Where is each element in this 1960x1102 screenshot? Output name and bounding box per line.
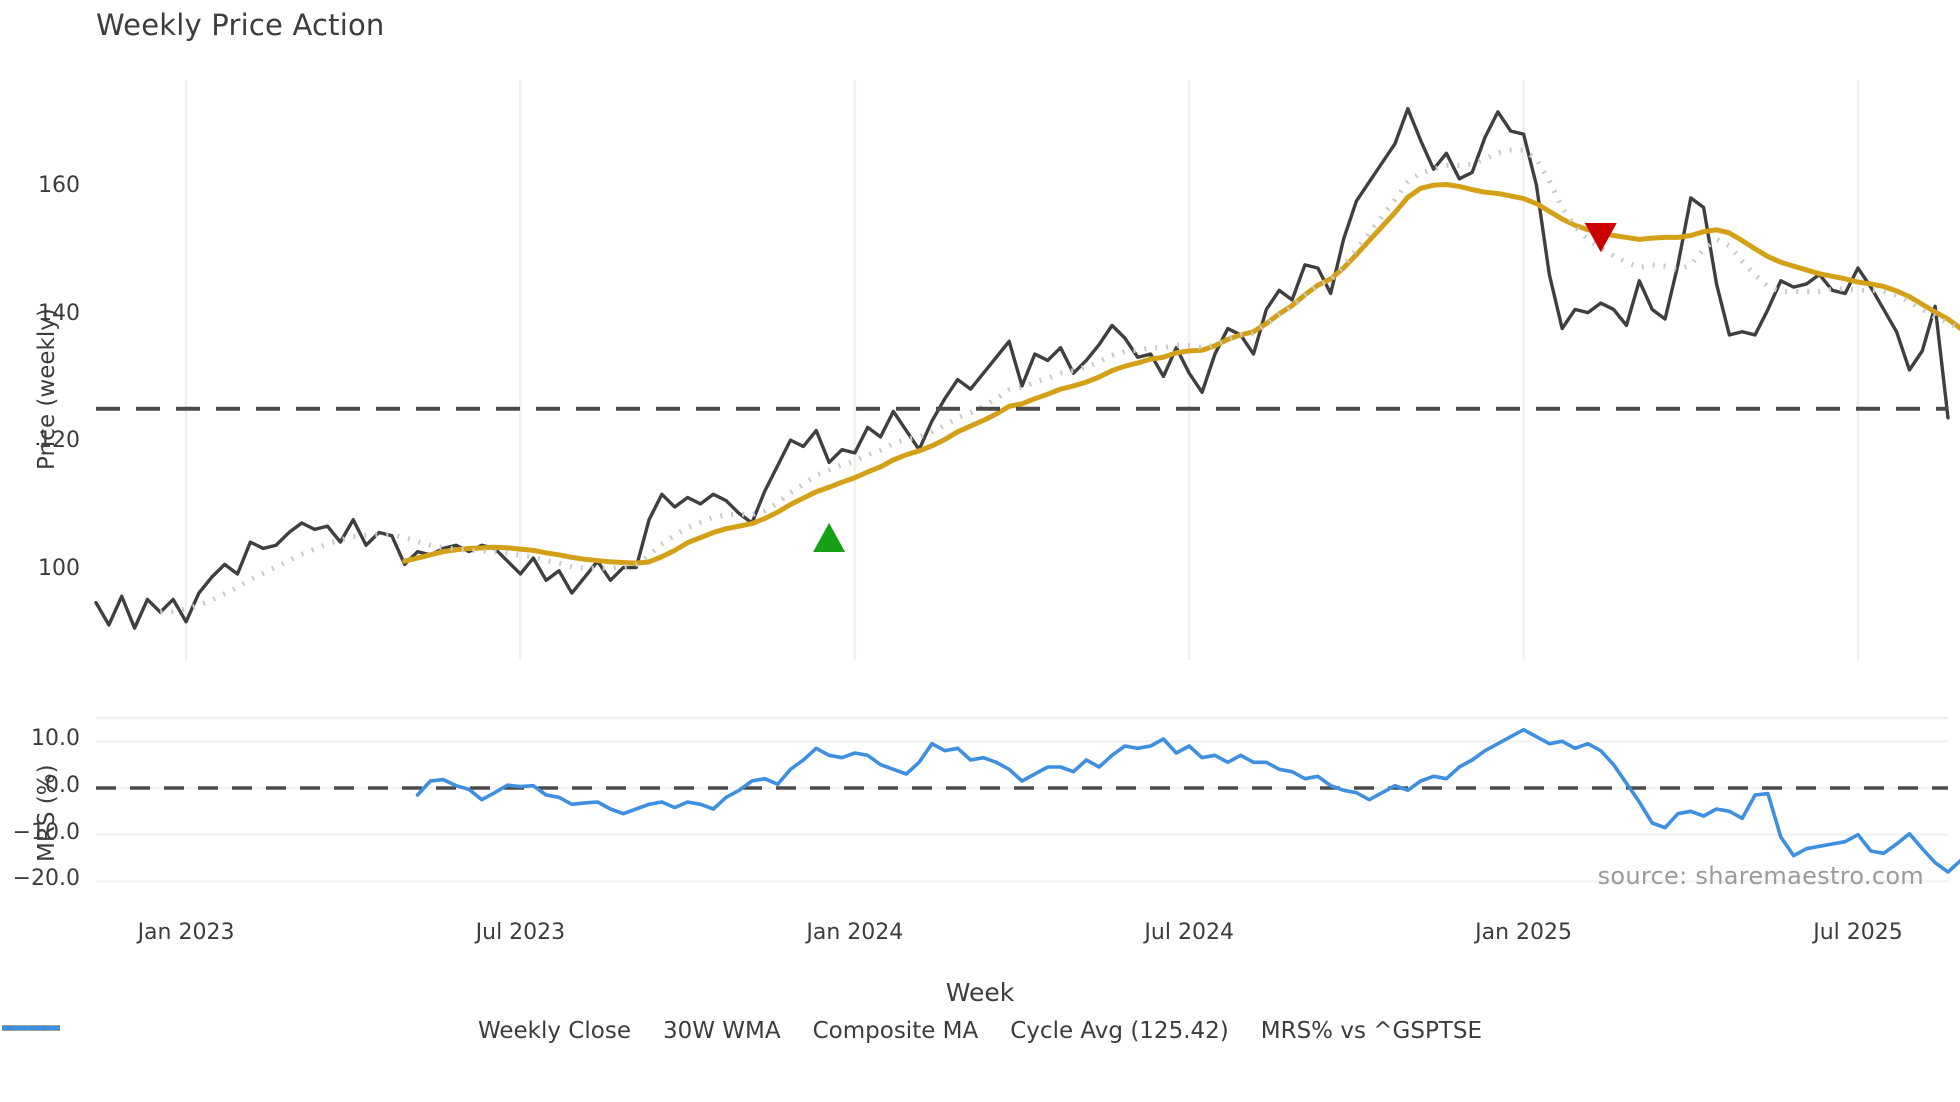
sell-marker-icon (1584, 223, 1617, 253)
xtick-0: Jan 2023 (137, 920, 235, 945)
legend-composite-ma[interactable]: Composite MA (2, 1018, 979, 1044)
legend-30w-wma-label: 30W WMA (662, 1018, 781, 1044)
legend-mrs[interactable]: MRS% vs ^GSPTSE (2, 1018, 1482, 1044)
legend-30w-wma[interactable]: 30W WMA (2, 1018, 781, 1044)
price-ytick-0: 100 (38, 555, 80, 581)
xtick-3: Jul 2024 (1144, 920, 1234, 945)
mrs-ytick-3: −20.0 (12, 866, 80, 892)
legend-mrs-swatch-icon (2, 1025, 60, 1031)
legend-composite-ma-label: Composite MA (812, 1018, 979, 1044)
legend-mrs-label: MRS% vs ^GSPTSE (1260, 1018, 1482, 1044)
price-ytick-1: 120 (38, 428, 80, 454)
legend-cycle-avg-label: Cycle Avg (125.42) (1010, 1018, 1229, 1044)
price-ytick-2: 140 (38, 300, 80, 326)
xtick-1: Jul 2023 (475, 920, 566, 945)
price-ytick-3: 160 (38, 173, 80, 199)
xtick-5: Jul 2025 (1813, 920, 1903, 945)
x-axis-label: Week (945, 978, 1015, 1007)
series-composite-ma (160, 147, 1960, 615)
legend-weekly-close-label: Weekly Close (477, 1018, 631, 1044)
legend-cycle-avg[interactable]: Cycle Avg (125.42) (2, 1018, 1229, 1044)
xtick-4: Jan 2025 (1475, 920, 1573, 945)
page-title: Weekly Price Action (96, 8, 385, 42)
chart-legend: Weekly Close 30W WMA Composite MA Cycle Avg… (0, 1018, 1960, 1044)
series-30w-wma (402, 182, 1960, 566)
source-watermark: source: sharemaestro.com (1597, 862, 1924, 890)
buy-marker-icon (813, 522, 846, 553)
legend-weekly-close[interactable]: Weekly Close (2, 1018, 631, 1044)
mrs-ytick-1: 0.0 (45, 773, 80, 798)
mrs-ytick-0: 10.0 (31, 726, 80, 752)
series-weekly-close (94, 106, 1950, 630)
series-mrs-pct (415, 727, 1960, 874)
xtick-2: Jan 2024 (806, 920, 904, 945)
mrs-ytick-2: −10.0 (12, 819, 80, 845)
